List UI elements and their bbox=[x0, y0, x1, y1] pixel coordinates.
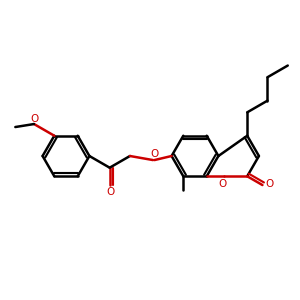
Text: O: O bbox=[30, 114, 38, 124]
Text: O: O bbox=[150, 149, 159, 159]
Text: O: O bbox=[266, 178, 274, 188]
Text: O: O bbox=[218, 179, 226, 189]
Text: O: O bbox=[106, 187, 114, 197]
